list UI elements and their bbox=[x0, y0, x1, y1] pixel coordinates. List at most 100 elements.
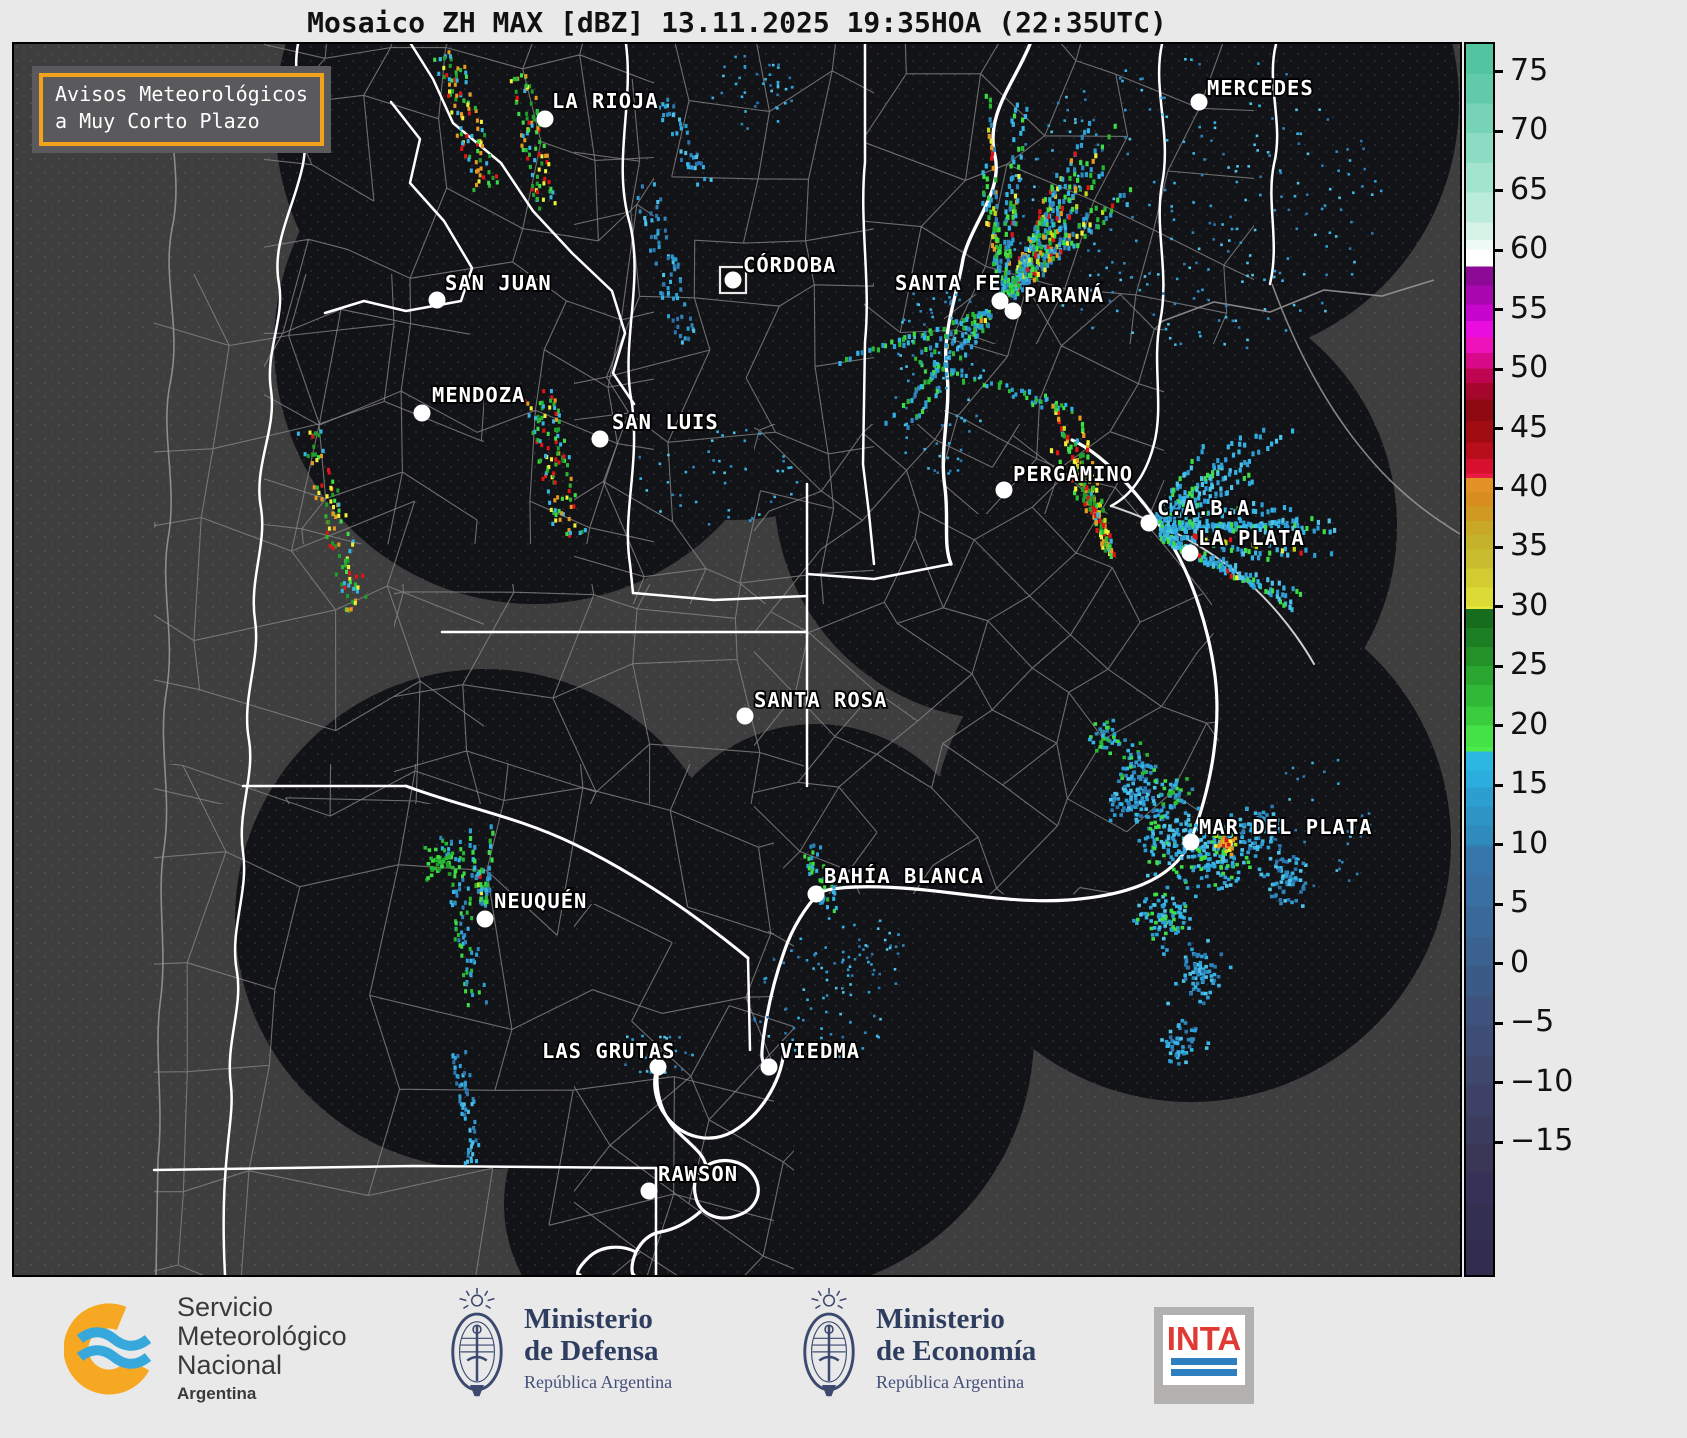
city-square-marker bbox=[718, 265, 748, 295]
coat-of-arms-icon bbox=[446, 1285, 508, 1411]
smn-logo-block: Servicio Meteorológico Nacional Argentin… bbox=[64, 1293, 347, 1404]
smn-name-2: Meteorológico bbox=[177, 1321, 347, 1351]
colorbar-tick-label: 50 bbox=[1510, 350, 1549, 386]
city-label: CÓRDOBA bbox=[743, 252, 836, 277]
coat-of-arms-icon bbox=[798, 1285, 860, 1411]
city-mar-del-plata: MAR DEL PLATA bbox=[1182, 813, 1373, 851]
ministerio-defensa-block: Ministerio de Defensa República Argentin… bbox=[446, 1285, 672, 1411]
city-dot bbox=[1140, 514, 1158, 532]
city-dot bbox=[807, 885, 825, 903]
city-la-plata: LA PLATA bbox=[1181, 524, 1306, 562]
city-label: VIEDMA bbox=[780, 1039, 860, 1063]
colorbar-tick-label: 25 bbox=[1510, 647, 1549, 683]
colorbar-tick-label: 10 bbox=[1510, 825, 1549, 861]
colorbar-tick-label: 45 bbox=[1510, 409, 1549, 445]
city-dot bbox=[649, 1058, 667, 1076]
smn-country: Argentina bbox=[177, 1384, 257, 1403]
smn-name-3: Nacional bbox=[177, 1350, 283, 1380]
smn-name-1: Servicio bbox=[177, 1292, 274, 1322]
city-bah-a-blanca: BAHÍA BLANCA bbox=[807, 861, 985, 903]
city-label: PERGAMINO bbox=[1013, 462, 1133, 486]
colorbar-tick-label: 60 bbox=[1510, 231, 1549, 267]
city-label: LAS GRUTAS bbox=[542, 1039, 675, 1063]
city-label: MENDOZA bbox=[432, 383, 525, 407]
city-dot bbox=[1182, 833, 1200, 851]
colorbar-tick-label: 20 bbox=[1510, 706, 1549, 742]
colorbar-tick-label: 40 bbox=[1510, 469, 1549, 504]
city-dot bbox=[428, 291, 446, 309]
colorbar-tick-label: 75 bbox=[1510, 52, 1549, 88]
city-c-rdoba: CÓRDOBA bbox=[718, 250, 837, 295]
city-label: RAWSON bbox=[658, 1162, 738, 1186]
warning-line-2: a Muy Corto Plazo bbox=[55, 109, 260, 133]
warning-banner[interactable]: Avisos Meteorológicos a Muy Corto Plazo bbox=[32, 66, 331, 153]
colorbar-tick bbox=[1493, 605, 1503, 609]
city-viedma: VIEDMA bbox=[760, 1037, 861, 1076]
city-label: PARANÁ bbox=[1024, 282, 1104, 307]
city-label: BAHÍA BLANCA bbox=[824, 863, 984, 888]
city-santa-fe: SANTA FE bbox=[893, 269, 1009, 310]
ministerio-economia-block: Ministerio de Economía República Argenti… bbox=[798, 1285, 1036, 1411]
colorbar-tick-label: −15 bbox=[1510, 1123, 1574, 1159]
city-mendoza: MENDOZA bbox=[413, 381, 526, 422]
colorbar-tick bbox=[1493, 189, 1503, 193]
colorbar-tick-label: 5 bbox=[1510, 885, 1530, 921]
inta-logo-block: INTA bbox=[1154, 1307, 1254, 1404]
city-rawson: RAWSON bbox=[640, 1160, 739, 1200]
warning-line-1: Avisos Meteorológicos bbox=[55, 82, 308, 106]
inta-label: INTA bbox=[1166, 1320, 1242, 1357]
city-santa-rosa: SANTA ROSA bbox=[736, 686, 888, 725]
city-dot bbox=[413, 404, 431, 422]
colorbar-tick-label: 15 bbox=[1510, 766, 1549, 802]
colorbar-tick bbox=[1493, 724, 1503, 728]
economia-line-3: República Argentina bbox=[876, 1372, 1025, 1392]
city-label: LA RIOJA bbox=[552, 89, 659, 113]
page-title: Mosaico ZH MAX [dBZ] 13.11.2025 19:35HOA… bbox=[307, 6, 1167, 39]
city-dot bbox=[991, 292, 1009, 310]
radar-map-canvas: LA RIOJA MERCEDES SAN JUAN CÓRDOBA SANTA FE P… bbox=[14, 44, 1460, 1275]
city-dot bbox=[640, 1182, 658, 1200]
colorbar-tick bbox=[1493, 783, 1503, 787]
colorbar-tick bbox=[1493, 1140, 1503, 1144]
colorbar-tick-label: 65 bbox=[1510, 171, 1549, 207]
city-las-grutas: LAS GRUTAS bbox=[540, 1037, 676, 1076]
city-dot bbox=[476, 910, 494, 928]
city-label: MERCEDES bbox=[1207, 76, 1314, 100]
colorbar-tick-label: 35 bbox=[1510, 528, 1549, 564]
city-label: SANTA ROSA bbox=[754, 688, 887, 712]
city-c-a-b-a: C.A.B.A bbox=[1140, 494, 1251, 532]
colorbar-tick bbox=[1493, 545, 1503, 549]
smn-logo bbox=[64, 1303, 155, 1394]
colorbar-tick bbox=[1493, 248, 1503, 252]
city-san-luis: SAN LUIS bbox=[591, 408, 720, 448]
city-pergamino: PERGAMINO bbox=[995, 460, 1134, 499]
colorbar-tick bbox=[1493, 486, 1503, 490]
inta-bar-2 bbox=[1171, 1369, 1237, 1376]
colorbar-tick bbox=[1493, 1021, 1503, 1025]
defensa-line-1: Ministerio bbox=[524, 1303, 653, 1335]
colorbar-tick bbox=[1493, 843, 1503, 847]
footer-logos: Servicio Meteorológico Nacional Argentin… bbox=[0, 1277, 1687, 1438]
defensa-line-2: de Defensa bbox=[524, 1335, 659, 1367]
city-labels: LA RIOJA MERCEDES SAN JUAN CÓRDOBA SANTA FE P… bbox=[413, 74, 1373, 1200]
dbz-colorbar bbox=[1464, 42, 1495, 1277]
inta-logo: INTA bbox=[1154, 1307, 1254, 1404]
economia-line-1: Ministerio bbox=[876, 1303, 1005, 1335]
colorbar-tick bbox=[1493, 1081, 1503, 1085]
city-dot bbox=[724, 271, 742, 289]
colorbar-tick-label: 30 bbox=[1510, 587, 1549, 623]
city-label: NEUQUÉN bbox=[494, 888, 587, 913]
dbz-colorbar-ticks: 75 70 65 60 55 50 45 40 35 30 25 20 15 10 5 0 −5 −10 −15 bbox=[1493, 42, 1593, 1277]
colorbar-tick-label: −10 bbox=[1510, 1063, 1574, 1099]
city-label: LA PLATA bbox=[1198, 526, 1305, 550]
city-label: SAN JUAN bbox=[445, 271, 552, 295]
city-label: MAR DEL PLATA bbox=[1199, 815, 1372, 839]
colorbar-tick bbox=[1493, 367, 1503, 371]
city-mercedes: MERCEDES bbox=[1190, 74, 1315, 111]
colorbar-tick bbox=[1493, 427, 1503, 431]
radar-echoes bbox=[296, 50, 1383, 1166]
city-dot bbox=[536, 110, 554, 128]
colorbar-tick bbox=[1493, 129, 1503, 133]
city-la-rioja: LA RIOJA bbox=[536, 87, 660, 128]
